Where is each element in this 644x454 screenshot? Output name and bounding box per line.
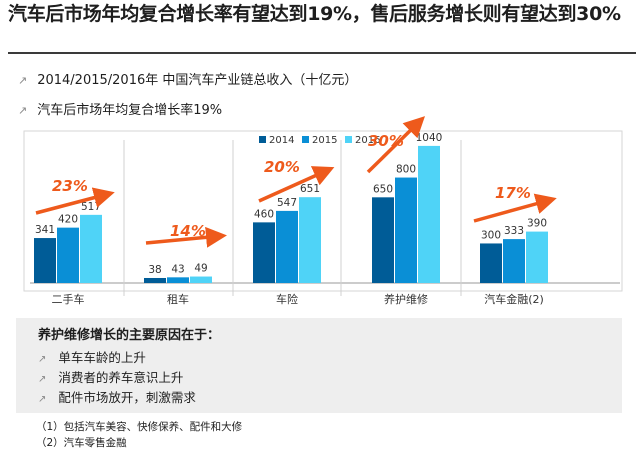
bar-value-label: 517 bbox=[81, 201, 101, 213]
bar-value-label: 651 bbox=[300, 183, 320, 195]
bar-2014 bbox=[372, 197, 394, 283]
bar-2015 bbox=[167, 277, 189, 283]
bar-value-label: 460 bbox=[254, 208, 274, 220]
bar-value-label: 420 bbox=[58, 214, 78, 226]
footnote-1: （1）包括汽车美容、快修保养、配件和大修 bbox=[36, 421, 243, 433]
growth-rate-label: 14% bbox=[170, 222, 206, 240]
bullet-text: 2014/2015/2016年 中国汽车产业链总收入（十亿元） bbox=[37, 73, 358, 88]
bullet-cagr: ↗ 汽车后市场年均复合增长率19% bbox=[18, 102, 222, 120]
x-tick-label: 汽车金融(2) bbox=[484, 292, 544, 306]
bar-2016 bbox=[418, 145, 440, 283]
bar-value-label: 38 bbox=[148, 264, 161, 276]
bar-2015 bbox=[276, 210, 298, 283]
bar-value-label: 547 bbox=[277, 197, 297, 209]
arrow-bullet-icon: ↗ bbox=[38, 374, 47, 385]
reason-item: ↗ 配件市场放开，刺激需求 bbox=[38, 387, 196, 406]
legend-swatch bbox=[302, 136, 309, 143]
growth-rate-label: 17% bbox=[495, 184, 531, 202]
x-tick-label: 车险 bbox=[276, 292, 298, 306]
arrow-bullet-icon: ↗ bbox=[38, 394, 47, 405]
bar-value-label: 341 bbox=[35, 224, 55, 236]
bar-2015 bbox=[57, 227, 79, 283]
growth-arrow bbox=[35, 187, 115, 215]
reasons-title: 养护维修增长的主要原因在于： bbox=[38, 328, 221, 343]
bar-value-label: 333 bbox=[504, 225, 524, 237]
growth-arrow bbox=[473, 193, 557, 223]
bar-2014 bbox=[144, 277, 166, 283]
bar-value-label: 390 bbox=[527, 218, 547, 230]
bar-2014 bbox=[34, 238, 56, 283]
bar-2016 bbox=[299, 197, 321, 283]
plot-frame bbox=[23, 130, 623, 292]
bar-2016 bbox=[190, 276, 212, 283]
x-tick-label: 养护维修 bbox=[384, 292, 428, 306]
bar-2016 bbox=[526, 231, 548, 283]
bar-2016 bbox=[80, 214, 102, 283]
legend-label: 2014 bbox=[269, 135, 294, 146]
legend-label: 2015 bbox=[312, 135, 337, 146]
reason-text: 单车车龄的上升 bbox=[58, 350, 146, 365]
reason-item: ↗ 单车车龄的上升 bbox=[38, 347, 146, 366]
growth-arrow bbox=[366, 116, 425, 174]
legend-swatch bbox=[259, 136, 266, 143]
reasons-panel: 养护维修增长的主要原因在于： ↗ 单车车龄的上升 ↗ 消费者的养车意识上升 ↗ 配件市… bbox=[16, 318, 622, 413]
growth-arrow bbox=[258, 166, 335, 203]
legend-swatch bbox=[345, 136, 352, 143]
title-divider bbox=[8, 52, 636, 54]
bar-2015 bbox=[395, 177, 417, 283]
bullet-text: 汽车后市场年均复合增长率19% bbox=[37, 103, 223, 118]
bar-value-label: 49 bbox=[194, 263, 207, 275]
bar-value-label: 1040 bbox=[416, 132, 443, 144]
footnote-2: （2）汽车零售金融 bbox=[36, 437, 127, 449]
x-tick-label: 租车 bbox=[167, 292, 189, 306]
bar-2014 bbox=[253, 222, 275, 283]
bar-value-label: 650 bbox=[373, 183, 393, 195]
bar-value-label: 800 bbox=[396, 164, 416, 176]
growth-arrow bbox=[145, 226, 227, 248]
bar-value-label: 300 bbox=[481, 229, 501, 241]
legend-label: 2016 bbox=[355, 135, 380, 146]
growth-rate-label: 23% bbox=[52, 177, 88, 195]
bar-2015 bbox=[503, 239, 525, 283]
growth-rate-label: 20% bbox=[264, 158, 300, 176]
growth-rate-label: 30% bbox=[368, 132, 404, 150]
bar-value-label: 43 bbox=[171, 263, 184, 275]
arrow-bullet-icon: ↗ bbox=[18, 104, 28, 117]
reason-item: ↗ 消费者的养车意识上升 bbox=[38, 367, 183, 386]
bullet-chart-caption: ↗ 2014/2015/2016年 中国汽车产业链总收入（十亿元） bbox=[18, 72, 357, 90]
x-tick-label: 二手车 bbox=[52, 292, 85, 306]
reason-text: 消费者的养车意识上升 bbox=[58, 370, 184, 385]
arrow-bullet-icon: ↗ bbox=[38, 354, 47, 365]
page-title: 汽车后市场年均复合增长率有望达到19%，售后服务增长则有望达到30% bbox=[8, 3, 621, 25]
arrow-bullet-icon: ↗ bbox=[18, 74, 28, 87]
bar-2014 bbox=[480, 243, 502, 283]
reason-text: 配件市场放开，刺激需求 bbox=[58, 390, 196, 405]
